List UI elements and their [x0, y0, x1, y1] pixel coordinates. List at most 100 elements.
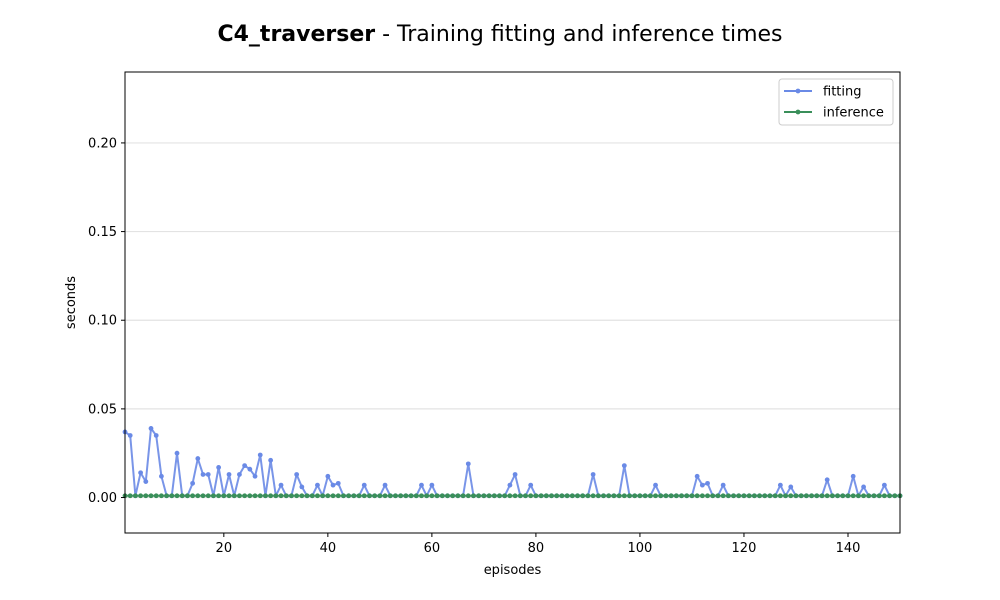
data-point-inference: [138, 493, 144, 499]
data-point-inference: [263, 493, 268, 499]
data-point-inference: [642, 493, 648, 499]
data-point-inference: [881, 493, 887, 499]
data-point-inference: [413, 493, 419, 499]
data-point-inference: [887, 493, 892, 499]
data-point-fitting: [528, 482, 534, 488]
data-point-fitting: [777, 482, 783, 488]
data-point-inference: [689, 493, 695, 499]
data-point-fitting: [143, 479, 149, 484]
data-point-inference: [304, 493, 310, 499]
data-point-inference: [783, 493, 788, 499]
data-point-fitting: [465, 461, 471, 467]
data-point-inference: [554, 493, 560, 499]
data-point-fitting: [705, 480, 710, 486]
data-point-inference: [159, 493, 164, 499]
data-point-inference: [829, 493, 835, 499]
data-point-fitting: [335, 480, 341, 486]
data-point-inference: [679, 493, 684, 499]
y-tick-label: 0.15: [88, 225, 117, 240]
data-point-fitting: [138, 470, 144, 476]
data-point-inference: [455, 493, 461, 499]
data-point-inference: [793, 493, 799, 499]
data-point-inference: [845, 493, 851, 499]
data-point-fitting: [694, 473, 700, 479]
data-point-fitting: [127, 433, 133, 438]
chart-title-bold: C4_traverser: [217, 22, 376, 47]
data-point-inference: [840, 493, 846, 499]
data-point-inference: [871, 493, 877, 499]
data-point-inference: [195, 493, 201, 499]
data-point-inference: [309, 493, 315, 499]
data-point-fitting: [294, 472, 300, 477]
data-point-inference: [720, 493, 726, 499]
data-point-inference: [710, 493, 716, 499]
data-point-inference: [533, 493, 539, 499]
y-tick-label: 0.20: [88, 136, 117, 151]
data-point-inference: [746, 493, 752, 499]
data-point-inference: [320, 493, 326, 499]
data-point-fitting: [153, 433, 159, 438]
data-point-inference: [798, 493, 804, 499]
data-point-inference: [715, 493, 721, 499]
data-point-inference: [434, 493, 440, 499]
data-point-inference: [538, 493, 544, 499]
y-tick-label: 0.10: [88, 314, 117, 329]
data-point-fitting: [788, 484, 794, 490]
x-tick-label: 80: [528, 541, 545, 556]
data-point-inference: [788, 493, 794, 499]
legend-label-inference: inference: [823, 106, 884, 121]
data-point-inference: [777, 493, 783, 499]
data-point-inference: [231, 493, 237, 499]
data-point-inference: [694, 493, 700, 499]
data-point-inference: [543, 493, 549, 499]
data-point-inference: [211, 493, 216, 499]
data-point-inference: [289, 493, 294, 499]
data-point-fitting: [159, 473, 164, 479]
x-axis-label: episodes: [484, 563, 542, 578]
data-point-inference: [757, 493, 762, 499]
data-point-fitting: [315, 482, 320, 488]
data-point-inference: [377, 493, 383, 499]
data-point-inference: [424, 493, 430, 499]
data-point-inference: [564, 493, 570, 499]
data-point-inference: [393, 493, 398, 499]
data-point-inference: [491, 493, 497, 499]
legend-marker-fitting: [795, 88, 801, 94]
data-point-inference: [408, 493, 414, 499]
data-point-inference: [507, 493, 513, 499]
x-tick-label: 140: [836, 541, 861, 556]
data-point-inference: [606, 493, 612, 499]
data-point-inference: [668, 493, 674, 499]
data-point-inference: [476, 493, 482, 499]
data-point-fitting: [699, 482, 705, 488]
data-point-inference: [419, 493, 424, 499]
data-point-inference: [216, 493, 222, 499]
data-point-inference: [190, 493, 196, 499]
data-point-fitting: [237, 472, 242, 477]
data-point-inference: [632, 493, 638, 499]
data-point-inference: [699, 493, 705, 499]
data-point-inference: [673, 493, 679, 499]
data-point-inference: [351, 493, 357, 499]
chart-title: C4_traverser - Training fitting and infe…: [0, 22, 1000, 47]
data-point-fitting: [278, 482, 284, 488]
data-point-inference: [247, 493, 253, 499]
data-point-fitting: [200, 472, 206, 477]
plot-frame: [124, 71, 901, 534]
x-tick-label: 60: [424, 541, 441, 556]
data-point-fitting: [252, 473, 258, 479]
data-point-inference: [226, 493, 232, 499]
data-point-fitting: [216, 464, 222, 470]
data-point-inference: [429, 493, 435, 499]
data-point-inference: [268, 493, 274, 499]
data-point-inference: [252, 493, 258, 499]
data-point-fitting: [861, 484, 866, 490]
data-point-inference: [315, 493, 320, 499]
data-point-inference: [445, 493, 450, 499]
data-point-inference: [398, 493, 404, 499]
data-point-inference: [892, 493, 898, 499]
data-point-inference: [580, 493, 586, 499]
data-point-inference: [153, 493, 159, 499]
data-point-inference: [205, 493, 211, 499]
y-axis-label: seconds: [64, 276, 79, 329]
